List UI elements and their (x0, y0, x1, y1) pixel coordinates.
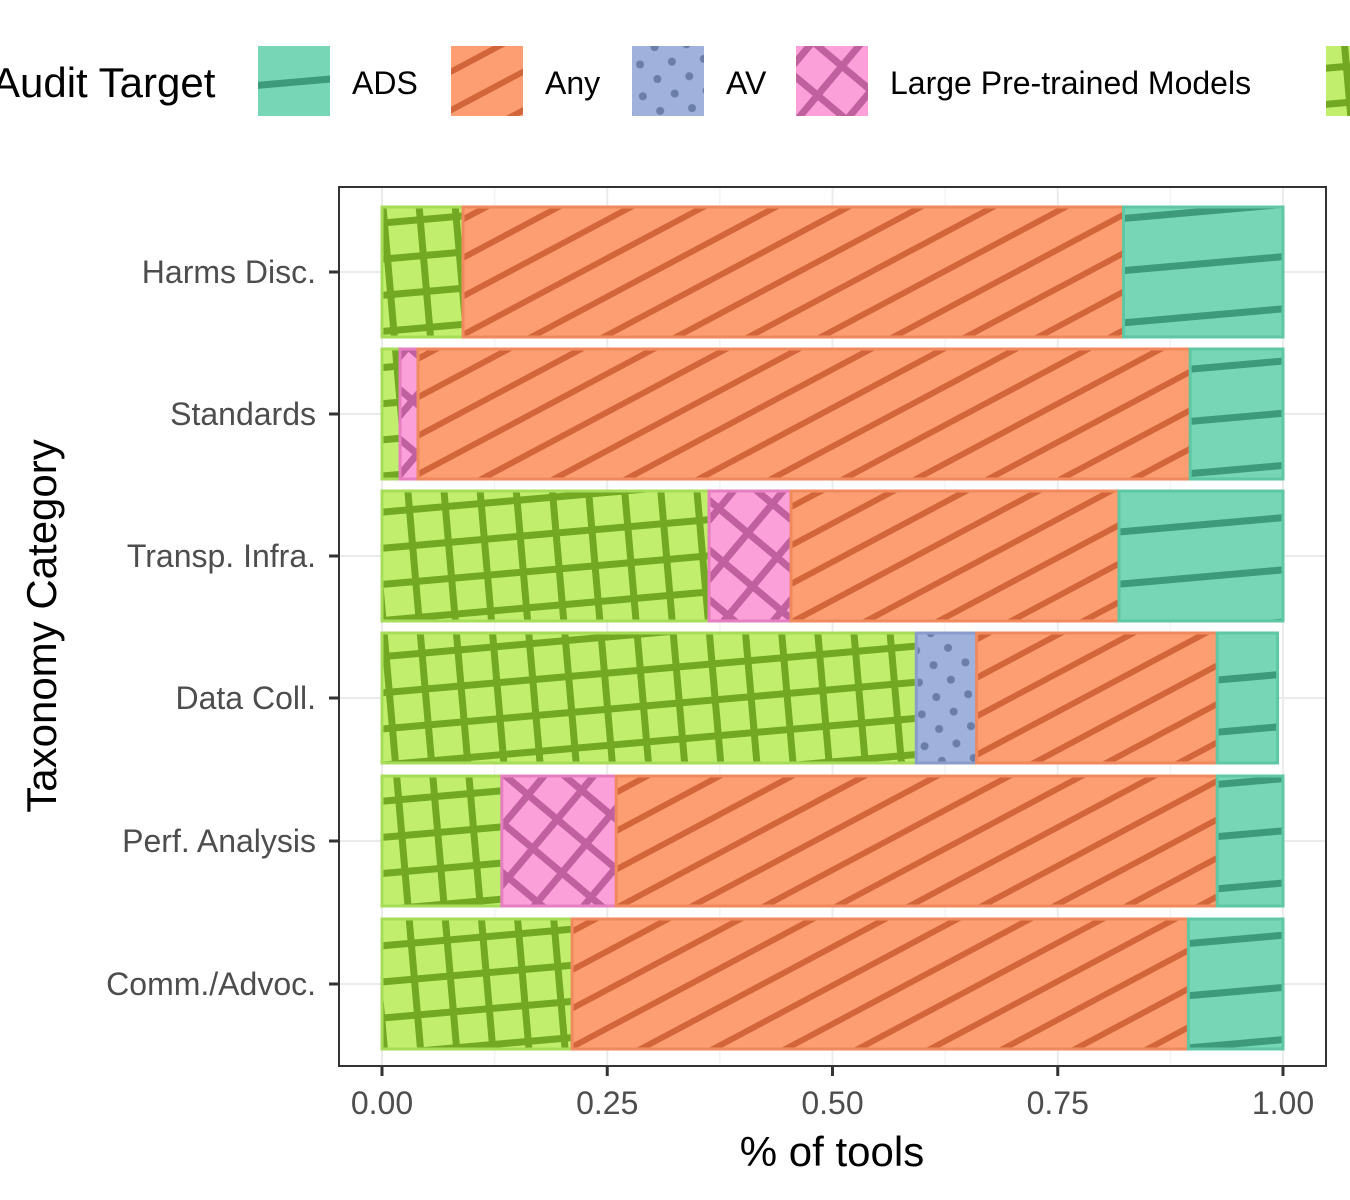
segment-ads (1117, 489, 1285, 623)
segment-any-pattern (570, 917, 1190, 1051)
bars (380, 205, 1285, 1051)
segment-grid (380, 774, 504, 908)
segment-large-pretrained-models (398, 347, 420, 481)
segment-any-pattern (975, 631, 1219, 765)
segment-grid-pattern (380, 347, 402, 481)
x-tick-label: 0.00 (351, 1085, 413, 1121)
segment-any (789, 489, 1121, 623)
y-tick-label: Comm./Advoc. (106, 966, 316, 1002)
segment-large-pretrained-models (500, 774, 618, 908)
segment-ads-pattern (1215, 774, 1285, 908)
segment-ads-pattern (1122, 205, 1285, 339)
segment-av (914, 631, 979, 765)
y-tick-label: Transp. Infra. (127, 538, 316, 574)
segment-grid-pattern (380, 774, 504, 908)
y-tick-label: Standards (170, 396, 316, 432)
x-tick-label: 1.00 (1252, 1085, 1314, 1121)
segment-any (416, 347, 1192, 481)
segment-any-pattern (614, 774, 1219, 908)
legend-label-lpm: Large Pre-trained Models (890, 65, 1251, 101)
segment-ads (1122, 205, 1285, 339)
segment-any (614, 774, 1219, 908)
legend: Audit Target ADS Any AV Large Pre-traine… (0, 46, 1350, 116)
segment-av-pattern (914, 631, 979, 765)
legend-key-ads-pattern (258, 46, 330, 116)
segment-large-pretrained-models (707, 489, 793, 623)
y-tick-label: Perf. Analysis (122, 823, 316, 859)
y-tick-label: Harms Disc. (142, 254, 316, 290)
segment-grid (380, 205, 465, 339)
legend-label-av: AV (726, 65, 767, 101)
x-tick-label: 0.50 (801, 1085, 863, 1121)
x-tick-label: 0.75 (1027, 1085, 1089, 1121)
segment-grid (380, 631, 918, 765)
legend-key-other-pattern (1326, 46, 1350, 116)
segment-ads-pattern (1186, 917, 1285, 1051)
y-axis: Harms Disc. Standards Transp. Infra. Data C… (106, 254, 339, 1002)
segment-grid-pattern (380, 205, 465, 339)
segment-any (975, 631, 1219, 765)
y-tick-label: Data Coll. (176, 680, 317, 716)
segment-grid-pattern (380, 631, 918, 765)
segment-large-pretrained-models-pattern (398, 347, 420, 481)
segment-ads (1188, 347, 1285, 481)
segment-any-pattern (416, 347, 1192, 481)
y-axis-title: Taxonomy Category (18, 439, 65, 813)
segment-ads-pattern (1188, 347, 1285, 481)
segment-ads (1215, 631, 1280, 765)
segment-any-pattern (789, 489, 1121, 623)
legend-key-lpm-pattern (796, 46, 868, 116)
segment-large-pretrained-models-pattern (500, 774, 618, 908)
segment-grid-pattern (380, 489, 711, 623)
segment-grid (380, 489, 711, 623)
legend-title: Audit Target (0, 59, 216, 106)
segment-grid (380, 917, 574, 1051)
segment-grid-pattern (380, 917, 574, 1051)
segment-any (461, 205, 1126, 339)
x-axis-title: % of tools (740, 1128, 924, 1175)
segment-any-pattern (461, 205, 1126, 339)
segment-ads (1186, 917, 1285, 1051)
segment-ads-pattern (1117, 489, 1285, 623)
legend-label-any: Any (545, 65, 600, 101)
legend-label-ads: ADS (352, 65, 418, 101)
x-axis: 0.00 0.25 0.50 0.75 1.00 (351, 1066, 1314, 1121)
segment-ads (1215, 774, 1285, 908)
segment-ads-pattern (1215, 631, 1280, 765)
segment-large-pretrained-models-pattern (707, 489, 793, 623)
segment-any (570, 917, 1190, 1051)
legend-key-any-pattern (451, 46, 523, 116)
segment-grid (380, 347, 402, 481)
x-tick-label: 0.25 (576, 1085, 638, 1121)
legend-key-av-pattern (632, 46, 704, 116)
